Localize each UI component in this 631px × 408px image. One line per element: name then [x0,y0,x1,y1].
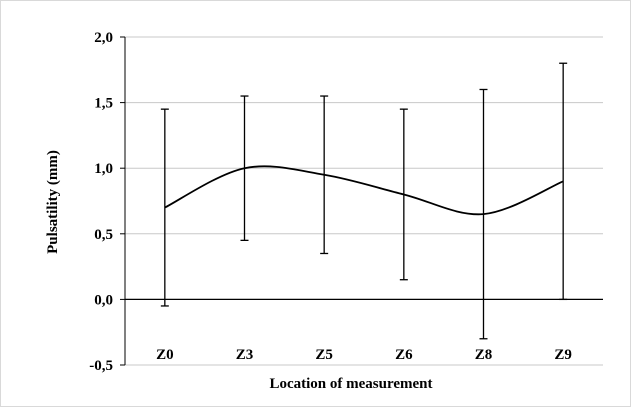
y-tick-label: 0,5 [94,227,113,243]
x-tick-label: Z9 [554,347,572,363]
y-tick-label: 2,0 [94,30,113,46]
x-tick-label: Z8 [475,347,493,363]
x-tick-label: Z6 [395,347,413,363]
gridlines [125,36,603,366]
error-bars [160,62,568,340]
y-tick-label: 0,0 [94,292,113,308]
x-tick-label: Z3 [236,347,254,363]
x-axis-title: Location of measurement [269,376,432,392]
y-tick-labels: -0,5 0,0 0,5 1,0 1,5 2,0 [89,30,113,374]
x-tick-label: Z0 [156,347,174,363]
axes [120,36,603,366]
series-line [164,165,564,216]
y-tick-label: -0,5 [89,358,113,374]
x-tick-label: Z5 [315,347,333,363]
y-tick-label: 1,5 [94,96,113,112]
x-tick-labels: Z0 Z3 Z5 Z6 Z8 Z9 [156,347,572,363]
y-axis-title: Pulsatility (mm) [45,150,61,254]
series-lines [164,165,564,216]
y-tick-label: 1,0 [94,161,113,177]
